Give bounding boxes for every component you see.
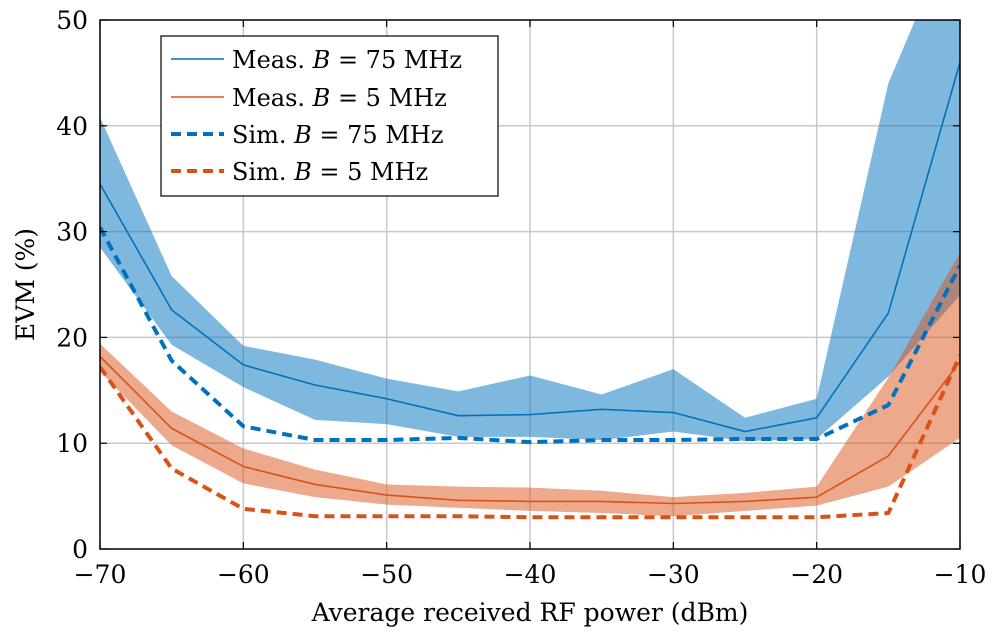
y-tick-label: 0: [72, 535, 88, 564]
series-lines: [100, 62, 960, 520]
legend: Meas. B = 75 MHz Meas. B = 5 MHz Sim. B = …: [160, 35, 499, 197]
y-tick-label: 30: [56, 218, 88, 247]
legend-box: [160, 35, 499, 197]
legend-label: Sim. B = 75 MHz: [232, 121, 443, 149]
x-tick-label: −60: [217, 560, 270, 589]
y-axis-label: EVM (%): [11, 228, 40, 341]
legend-label: Meas. B = 75 MHz: [232, 46, 462, 74]
x-tick-label: −30: [647, 560, 700, 589]
series-line-sim-b-75-mhz: [100, 226, 960, 445]
y-tick-label: 20: [56, 323, 88, 352]
x-tick-label: −50: [360, 560, 413, 589]
x-axis-label: Average received RF power (dBm): [311, 598, 749, 627]
y-tick-label: 40: [56, 112, 88, 141]
band-meas-b-5-mhz: [100, 252, 960, 517]
series-line-meas-b-75-mhz: [100, 62, 960, 433]
x-tick-label: −20: [790, 560, 843, 589]
legend-label: Sim. B = 5 MHz: [232, 158, 428, 186]
y-tick-label: 50: [56, 6, 88, 35]
x-tick-label: −70: [74, 560, 127, 589]
confidence-bands: [100, 20, 960, 517]
axis-ticks: −70 −60 −50 −40 −30 −20 −10 0 10 20 30 40 50: [56, 6, 986, 589]
series-line-meas-b-5-mhz: [100, 355, 960, 505]
y-tick-label: 10: [56, 429, 88, 458]
legend-label: Meas. B = 5 MHz: [232, 84, 447, 112]
x-tick-label: −40: [504, 560, 557, 589]
x-tick-label: −10: [934, 560, 987, 589]
